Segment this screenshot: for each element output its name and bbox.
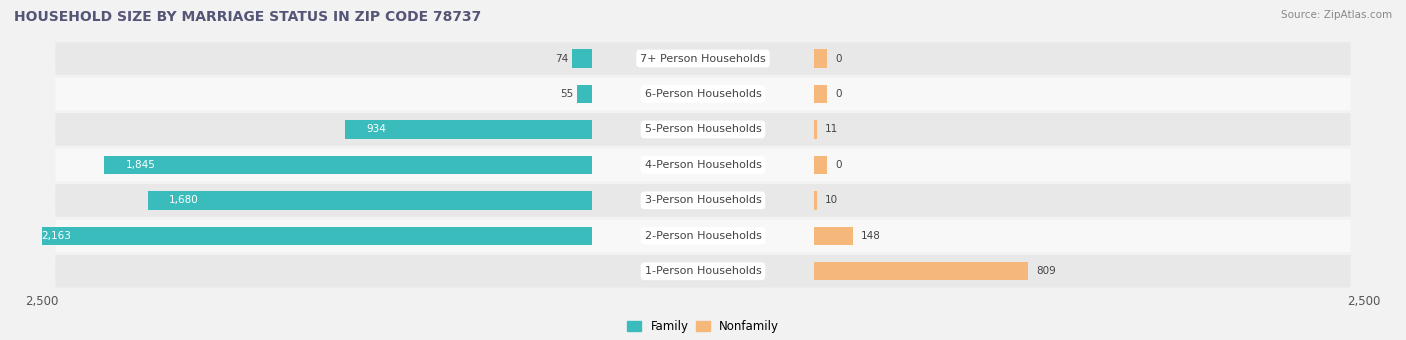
Text: 2,163: 2,163 [41,231,72,241]
Text: 934: 934 [366,124,387,134]
Bar [344,120,592,139]
Bar [814,226,853,245]
FancyBboxPatch shape [55,220,1351,252]
Text: 7+ Person Households: 7+ Person Households [640,53,766,64]
Text: 11: 11 [825,124,838,134]
Bar [20,226,592,245]
Text: 0: 0 [835,53,842,64]
FancyBboxPatch shape [55,184,1351,217]
FancyBboxPatch shape [55,78,1351,110]
Text: 148: 148 [860,231,882,241]
FancyBboxPatch shape [55,113,1351,146]
Bar [572,49,592,68]
Bar [104,156,592,174]
Bar [148,191,592,209]
Legend: Family, Nonfamily: Family, Nonfamily [621,315,785,338]
FancyBboxPatch shape [55,255,1351,288]
Bar [814,120,817,139]
Bar [814,49,827,68]
Text: Source: ZipAtlas.com: Source: ZipAtlas.com [1281,10,1392,20]
FancyBboxPatch shape [55,42,1351,75]
Bar [814,191,817,209]
Text: 0: 0 [835,89,842,99]
Text: 809: 809 [1036,266,1056,276]
Text: 1,845: 1,845 [125,160,155,170]
Text: 3-Person Households: 3-Person Households [644,195,762,205]
Bar [814,156,827,174]
Bar [814,85,827,103]
Text: 0: 0 [835,160,842,170]
Text: 6-Person Households: 6-Person Households [644,89,762,99]
Text: 1,680: 1,680 [169,195,198,205]
Text: 4-Person Households: 4-Person Households [644,160,762,170]
FancyBboxPatch shape [55,149,1351,181]
Text: 2-Person Households: 2-Person Households [644,231,762,241]
Text: 55: 55 [560,89,574,99]
Text: 10: 10 [824,195,838,205]
Text: 1-Person Households: 1-Person Households [644,266,762,276]
Text: 5-Person Households: 5-Person Households [644,124,762,134]
Bar [578,85,592,103]
Bar [814,262,1028,280]
Text: 74: 74 [555,53,568,64]
Text: HOUSEHOLD SIZE BY MARRIAGE STATUS IN ZIP CODE 78737: HOUSEHOLD SIZE BY MARRIAGE STATUS IN ZIP… [14,10,481,24]
